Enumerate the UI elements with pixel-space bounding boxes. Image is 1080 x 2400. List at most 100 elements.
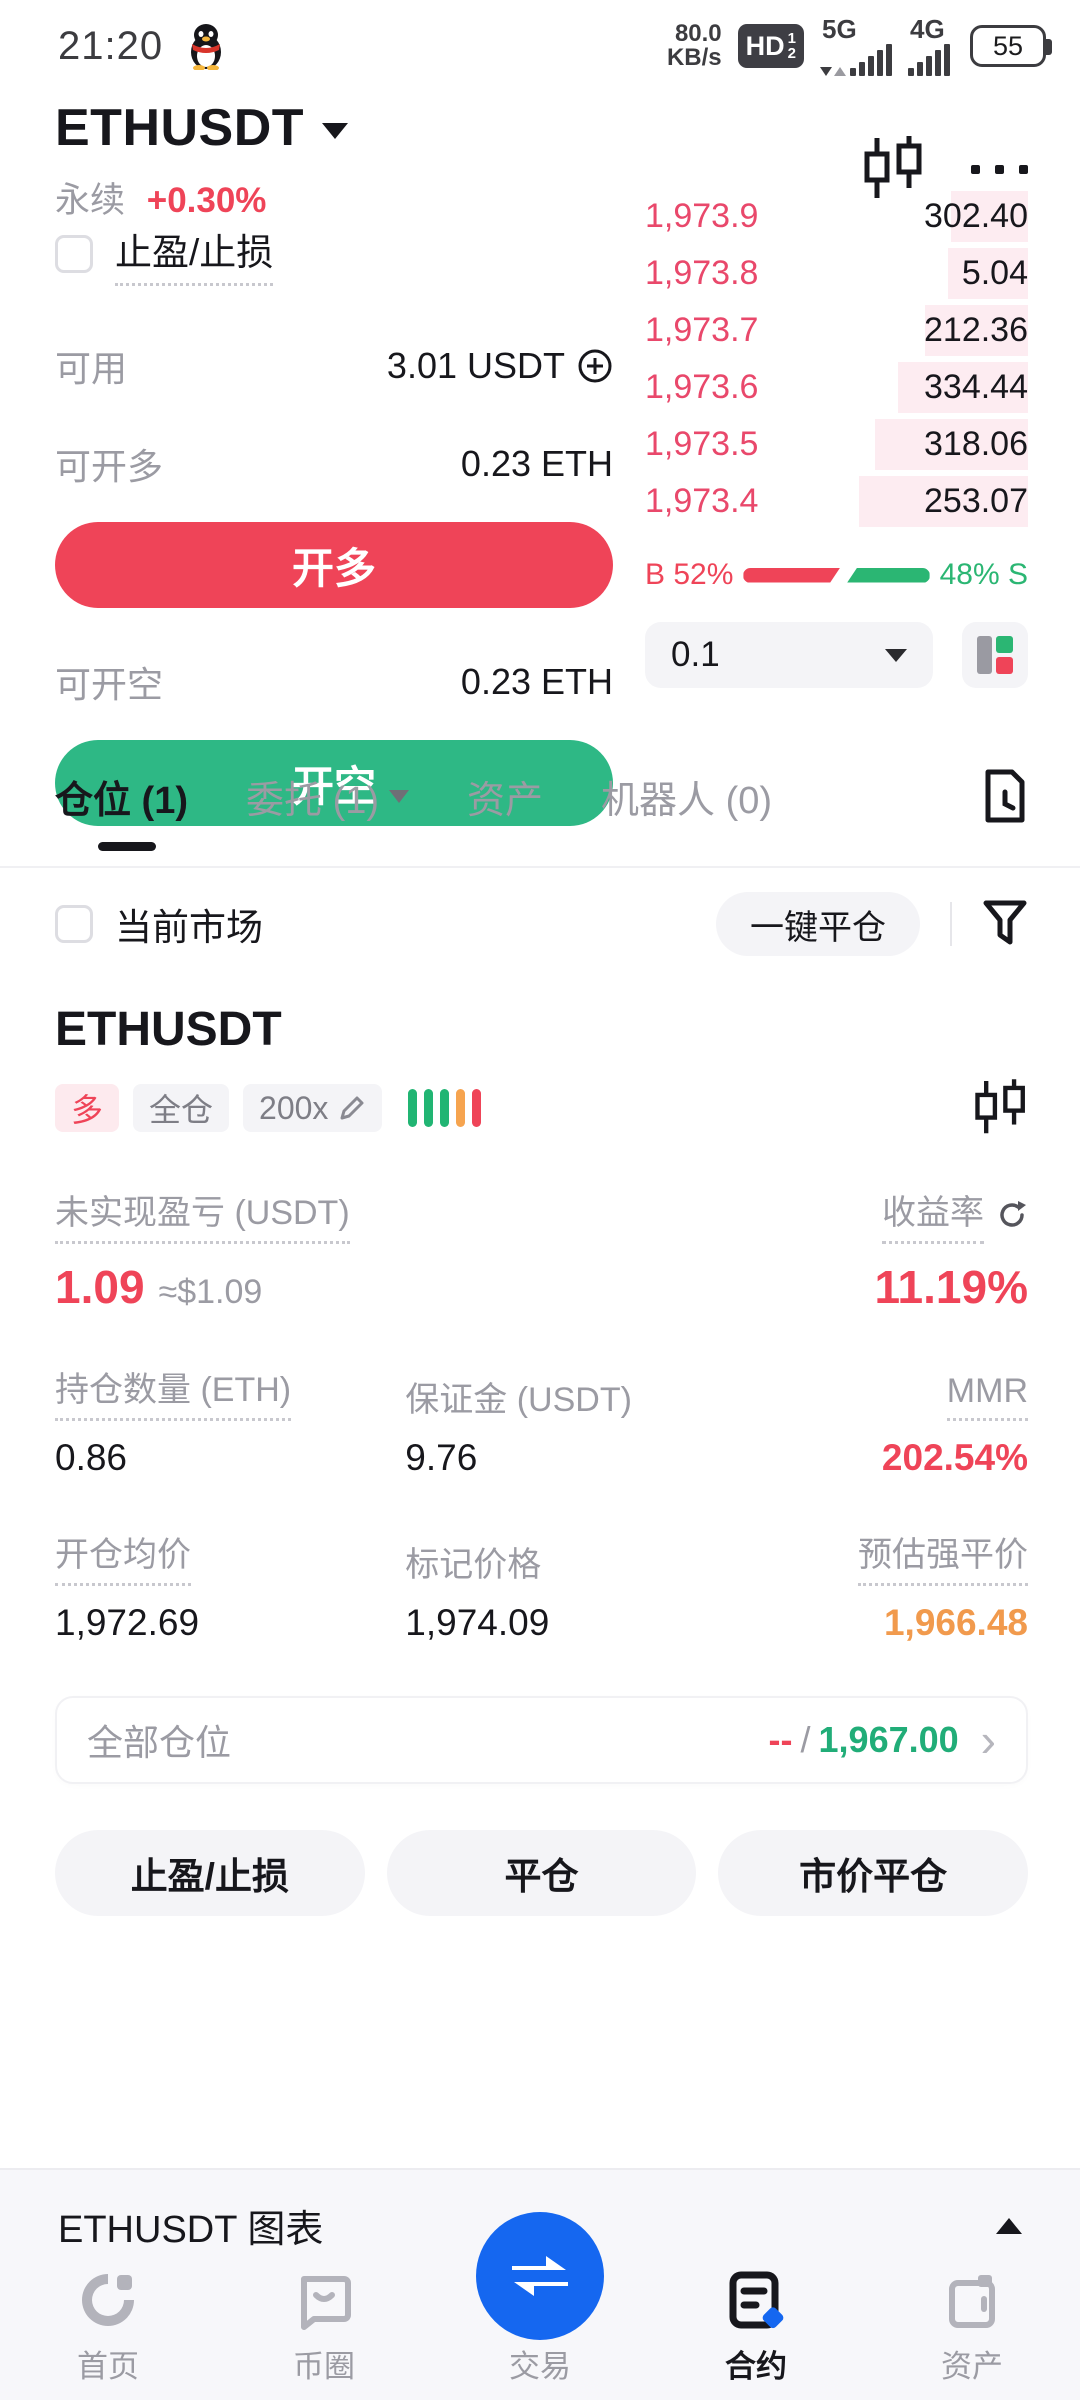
margin-label: 保证金 (USDT) bbox=[405, 1381, 632, 1419]
symbol-title: ETHUSDT bbox=[55, 99, 305, 157]
orderbook-row[interactable]: 1,973.5 318.06 bbox=[645, 416, 1028, 473]
deposit-plus-icon[interactable] bbox=[577, 348, 613, 384]
order-history-icon[interactable] bbox=[980, 768, 1030, 824]
gauge-buy bbox=[743, 568, 840, 583]
orderbook-row[interactable]: 1,973.8 5.04 bbox=[645, 245, 1028, 302]
orderbook-row[interactable]: 1,973.7 212.36 bbox=[645, 302, 1028, 359]
buy-ratio-label: B 52% bbox=[645, 558, 734, 591]
open-short-label: 可开空 bbox=[55, 664, 164, 705]
chart-collapse-bar[interactable]: ETHUSDT 图表 bbox=[0, 2170, 1080, 2253]
open-long-label: 可开多 bbox=[55, 446, 164, 487]
status-bar: 21:20 80.0 KB/s HD 1 bbox=[0, 16, 1080, 76]
more-menu-icon[interactable] bbox=[971, 164, 1028, 174]
nav-home[interactable]: 首页 bbox=[0, 2253, 216, 2386]
depth-bar bbox=[859, 476, 1028, 527]
tpsl-checkbox[interactable] bbox=[55, 235, 93, 273]
tick-size-dropdown[interactable]: 0.1 bbox=[645, 622, 933, 688]
swap-arrows-icon bbox=[512, 2256, 568, 2296]
tab-assets[interactable]: 资产 bbox=[467, 779, 544, 822]
layout-green-square bbox=[996, 636, 1013, 653]
ask-price[interactable]: 1,973.9 bbox=[645, 197, 759, 235]
layout-right-squares bbox=[996, 636, 1013, 674]
dropdown-caret-icon bbox=[885, 648, 907, 662]
nav-assets[interactable]: 资产 bbox=[864, 2253, 1080, 2386]
close-all-button[interactable]: 一键平仓 bbox=[716, 892, 920, 956]
side-badge-long: 多 bbox=[55, 1084, 120, 1132]
nav-futures[interactable]: 合约 bbox=[648, 2253, 864, 2386]
ask-price[interactable]: 1,973.5 bbox=[645, 425, 759, 463]
liq-price-value: 1,966.48 bbox=[883, 1602, 1028, 1643]
open-short-button[interactable]: 开空 bbox=[55, 740, 613, 826]
sell-ratio-label: 48% S bbox=[939, 558, 1028, 591]
price-change-badge: +0.30% bbox=[146, 181, 267, 220]
nav-futures-label: 合约 bbox=[725, 2349, 787, 2384]
open-short-row: 可开空 0.23 ETH bbox=[55, 656, 613, 708]
position-actions: 止盈/止损 平仓 市价平仓 bbox=[55, 1830, 1029, 1916]
pnl-labels: 未实现盈亏 (USDT) 收益率 bbox=[55, 1185, 1028, 1244]
price-values: 1,972.69 1,974.09 1,966.48 bbox=[55, 1602, 1028, 1644]
expand-chart-icon bbox=[996, 2217, 1022, 2234]
open-long-button[interactable]: 开多 bbox=[55, 522, 613, 608]
orderbook-layout-button[interactable] bbox=[962, 622, 1028, 688]
size-margin-values: 0.86 9.76 202.54% bbox=[55, 1437, 1028, 1479]
ratio-gauge bbox=[743, 567, 930, 583]
current-market-checkbox[interactable] bbox=[55, 905, 93, 943]
ask-price[interactable]: 1,973.6 bbox=[645, 368, 759, 406]
nav-coins[interactable]: 币圈 bbox=[216, 2253, 432, 2386]
position-chart-icon[interactable] bbox=[974, 1079, 1028, 1137]
ask-price[interactable]: 1,973.8 bbox=[645, 254, 759, 292]
tab-orders-label: 委托 (1) bbox=[246, 779, 380, 822]
orderbook-row[interactable]: 1,973.4 253.07 bbox=[645, 473, 1028, 530]
available-value-wrap: 3.01 USDT bbox=[387, 345, 613, 387]
ask-amount: 5.04 bbox=[961, 254, 1028, 292]
roe-label-wrap: 收益率 bbox=[882, 1185, 1028, 1244]
risk-meter bbox=[408, 1089, 482, 1127]
available-value: 3.01 USDT bbox=[386, 345, 565, 386]
open-short-value: 0.23 ETH bbox=[460, 661, 613, 702]
margin-mode-badge[interactable]: 全仓 bbox=[133, 1084, 230, 1132]
orderbook-row[interactable]: 1,973.9 302.40 bbox=[645, 188, 1028, 245]
divider bbox=[950, 902, 952, 946]
tab-bots[interactable]: 机器人 (0) bbox=[601, 779, 773, 822]
filter-funnel-icon[interactable] bbox=[982, 899, 1028, 949]
close-position-button[interactable]: 平仓 bbox=[386, 1830, 697, 1916]
signal-5g: 5G bbox=[820, 16, 892, 76]
liq-price-label: 预估强平价 bbox=[858, 1527, 1028, 1586]
refresh-icon[interactable] bbox=[996, 1199, 1028, 1231]
chart-candles-icon[interactable] bbox=[863, 136, 925, 202]
ask-price[interactable]: 1,973.4 bbox=[645, 482, 759, 520]
clock: 21:20 bbox=[58, 23, 164, 68]
position-symbol: ETHUSDT bbox=[55, 1003, 282, 1056]
available-label: 可用 bbox=[55, 348, 128, 389]
open-long-value: 0.23 ETH bbox=[460, 443, 613, 484]
entry-price-label: 开仓均价 bbox=[55, 1527, 191, 1586]
orderbook-controls: 0.1 bbox=[645, 622, 1028, 688]
coin-circle-icon bbox=[301, 2276, 351, 2330]
sim2-label: 2 bbox=[787, 45, 796, 62]
gauge-sell bbox=[847, 567, 930, 583]
leverage-value: 200x bbox=[259, 1089, 329, 1126]
bars-5g-icon bbox=[850, 44, 892, 76]
size-margin-labels: 持仓数量 (ETH) 保证金 (USDT) MMR bbox=[55, 1362, 1028, 1421]
tpsl-button[interactable]: 止盈/止损 bbox=[55, 1830, 365, 1916]
orderbook-row[interactable]: 1,973.6 334.44 bbox=[645, 359, 1028, 416]
ask-price[interactable]: 1,973.7 bbox=[645, 311, 759, 349]
symbol-selector[interactable]: ETHUSDT bbox=[55, 98, 1028, 158]
network-speed: 80.0 KB/s bbox=[667, 22, 722, 70]
nav-trade-label: 交易 bbox=[509, 2349, 571, 2384]
tick-size-value: 0.1 bbox=[671, 635, 720, 674]
chart-bar-label: ETHUSDT 图表 bbox=[58, 2209, 324, 2251]
header-icons bbox=[863, 136, 1028, 202]
trade-swap-button[interactable] bbox=[476, 2212, 604, 2340]
nav-trade[interactable]: 交易 bbox=[432, 2253, 648, 2386]
tab-positions[interactable]: 仓位 (1) bbox=[55, 779, 189, 822]
tpsl-label[interactable]: 止盈/止损 bbox=[115, 222, 274, 286]
all-positions-row[interactable]: 全部仓位 -- / 1,967.00 › bbox=[55, 1696, 1028, 1784]
tab-orders[interactable]: 委托 (1) bbox=[246, 769, 410, 824]
leverage-badge[interactable]: 200x bbox=[243, 1084, 383, 1132]
mmr-label: MMR bbox=[946, 1372, 1028, 1421]
market-close-button[interactable]: 市价平仓 bbox=[718, 1830, 1029, 1916]
separator: / bbox=[800, 1719, 811, 1760]
ask-amount: 318.06 bbox=[924, 425, 1028, 463]
depth-bar bbox=[947, 248, 1028, 299]
